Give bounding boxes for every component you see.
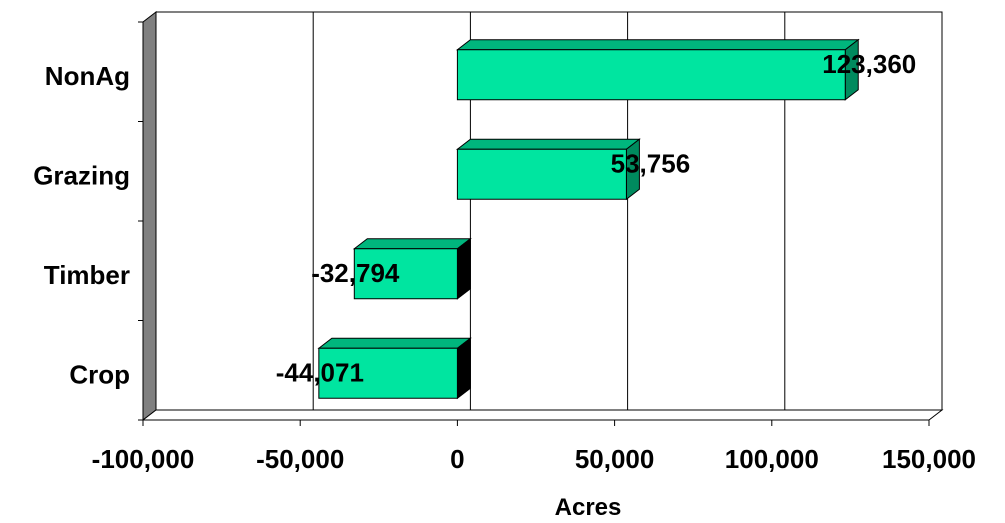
x-tick-label: 0	[450, 444, 464, 474]
x-tick-labels: -100,000 -50,000 0 50,000 100,000 150,000	[92, 444, 976, 474]
bar-crop: -44,071	[276, 337, 472, 400]
bar-top-face	[352, 238, 472, 250]
bar-timber: -32,794	[311, 237, 472, 300]
category-label: NonAg	[45, 61, 130, 91]
category-label: Crop	[69, 359, 130, 389]
data-label: -32,794	[311, 258, 400, 288]
x-tick-label: 50,000	[575, 444, 655, 474]
bars: 123,360 53,756 -32,794 -44,071	[276, 38, 916, 400]
bar-front-face	[318, 347, 458, 399]
category-labels: NonAg Grazing Timber Crop	[33, 61, 130, 390]
bar-side-face	[456, 237, 471, 300]
data-label: 123,360	[822, 49, 916, 79]
bar-side-face	[456, 337, 471, 400]
x-tick-label: 150,000	[882, 444, 976, 474]
x-axis-title: Acres	[555, 494, 622, 521]
bar-top-face	[317, 337, 472, 349]
bar-top-face	[455, 39, 860, 51]
floor	[141, 409, 944, 421]
bar-front-face	[456, 49, 846, 101]
x-tick-label: 100,000	[725, 444, 819, 474]
bar-nonag: 123,360	[455, 38, 916, 101]
category-label: Timber	[44, 260, 130, 290]
bar-grazing: 53,756	[455, 138, 691, 201]
category-label: Grazing	[33, 160, 130, 190]
bar-front-face	[353, 248, 458, 300]
bar-front-face	[456, 148, 627, 200]
data-label: -44,071	[276, 357, 364, 387]
side-wall	[142, 10, 157, 422]
data-label: 53,756	[611, 148, 691, 178]
x-tick-label: -50,000	[256, 444, 344, 474]
x-tick-label: -100,000	[92, 444, 195, 474]
